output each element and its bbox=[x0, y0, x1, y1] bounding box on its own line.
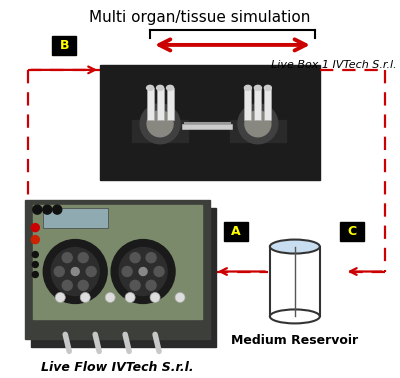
Circle shape bbox=[32, 251, 38, 257]
Bar bbox=[52, 36, 76, 55]
Circle shape bbox=[43, 205, 52, 214]
Circle shape bbox=[43, 240, 107, 304]
Circle shape bbox=[80, 293, 90, 302]
Circle shape bbox=[122, 266, 132, 276]
Text: C: C bbox=[347, 225, 356, 238]
Circle shape bbox=[55, 293, 65, 302]
Bar bbox=[31, 208, 216, 347]
Ellipse shape bbox=[254, 85, 261, 90]
Bar bbox=[100, 65, 320, 180]
Circle shape bbox=[146, 280, 156, 290]
Circle shape bbox=[130, 280, 140, 290]
Circle shape bbox=[78, 280, 88, 290]
Bar bbox=[33, 204, 202, 319]
Bar bbox=[254, 88, 261, 120]
Text: Live Flow IVTech S.r.l.: Live Flow IVTech S.r.l. bbox=[41, 361, 194, 374]
Bar bbox=[224, 222, 248, 240]
Circle shape bbox=[31, 235, 39, 243]
Circle shape bbox=[119, 248, 167, 296]
Bar bbox=[230, 120, 286, 142]
Ellipse shape bbox=[270, 240, 320, 254]
Circle shape bbox=[31, 224, 39, 232]
Circle shape bbox=[130, 253, 140, 263]
Circle shape bbox=[53, 205, 62, 214]
Circle shape bbox=[111, 240, 175, 304]
Circle shape bbox=[86, 266, 96, 276]
Bar bbox=[270, 246, 320, 316]
Circle shape bbox=[147, 111, 173, 137]
Circle shape bbox=[150, 293, 160, 302]
Circle shape bbox=[32, 262, 38, 268]
Bar bbox=[25, 200, 210, 339]
Circle shape bbox=[33, 205, 42, 214]
Circle shape bbox=[139, 268, 147, 276]
Circle shape bbox=[78, 253, 88, 263]
Circle shape bbox=[51, 248, 99, 296]
Circle shape bbox=[125, 293, 135, 302]
Circle shape bbox=[62, 253, 72, 263]
Circle shape bbox=[245, 111, 271, 137]
Circle shape bbox=[54, 266, 64, 276]
Ellipse shape bbox=[264, 85, 271, 90]
Circle shape bbox=[105, 293, 115, 302]
Circle shape bbox=[140, 104, 180, 144]
Text: Live Box 1 IVTech S.r.l.: Live Box 1 IVTech S.r.l. bbox=[271, 60, 397, 70]
Bar bbox=[166, 88, 174, 120]
Text: B: B bbox=[60, 39, 69, 52]
Bar bbox=[340, 222, 364, 240]
Ellipse shape bbox=[166, 85, 174, 90]
Text: A: A bbox=[231, 225, 241, 238]
Circle shape bbox=[154, 266, 164, 276]
Circle shape bbox=[175, 293, 185, 302]
Ellipse shape bbox=[146, 85, 154, 90]
Circle shape bbox=[71, 268, 79, 276]
Circle shape bbox=[238, 104, 278, 144]
Circle shape bbox=[32, 271, 38, 277]
Bar bbox=[146, 88, 154, 120]
Ellipse shape bbox=[156, 85, 164, 90]
Circle shape bbox=[146, 253, 156, 263]
Ellipse shape bbox=[270, 310, 320, 324]
Bar bbox=[264, 88, 271, 120]
Bar bbox=[244, 88, 252, 120]
Text: Medium Reservoir: Medium Reservoir bbox=[231, 335, 358, 347]
Text: Multi organ/tissue simulation: Multi organ/tissue simulation bbox=[89, 10, 311, 25]
Bar bbox=[43, 208, 108, 228]
Ellipse shape bbox=[244, 85, 252, 90]
Bar bbox=[132, 120, 188, 142]
Circle shape bbox=[62, 280, 72, 290]
Bar bbox=[156, 88, 164, 120]
